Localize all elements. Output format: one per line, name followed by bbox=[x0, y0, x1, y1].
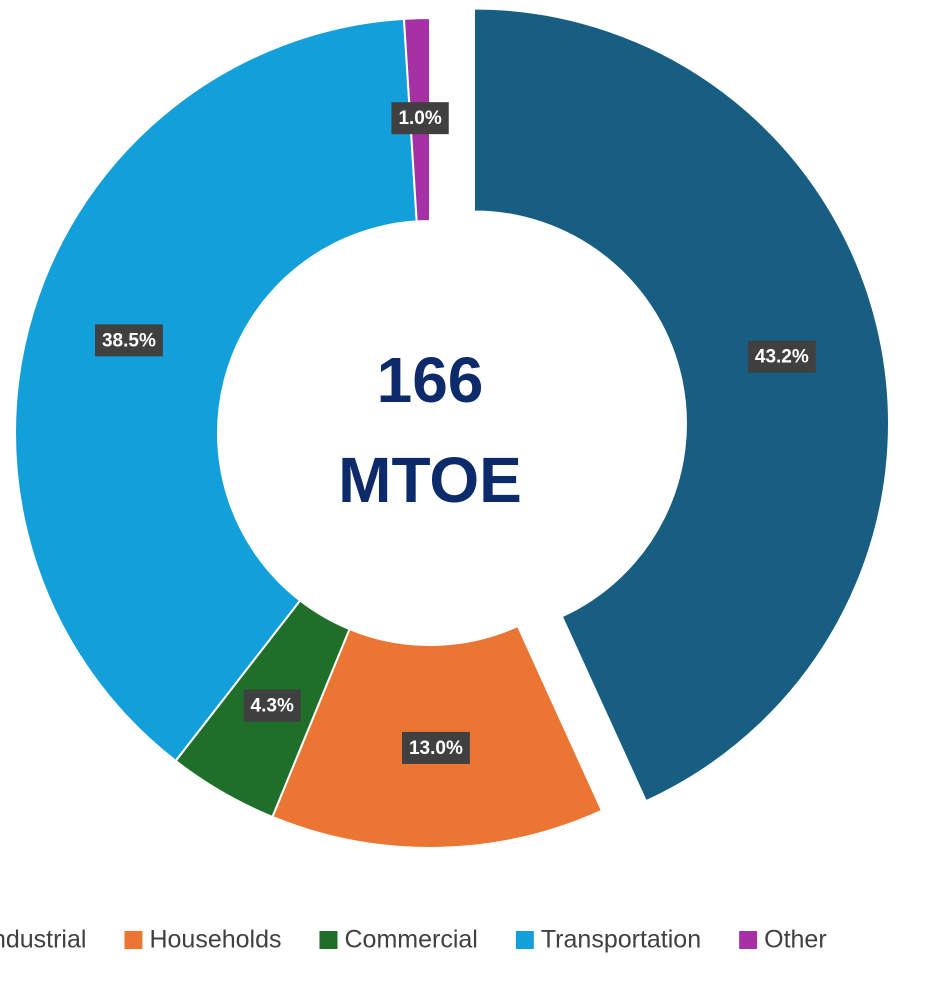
data-label-text: 4.3% bbox=[251, 696, 294, 717]
legend-swatch bbox=[124, 931, 143, 949]
data-label-box bbox=[391, 102, 449, 135]
data-label: 38.5% bbox=[94, 324, 163, 357]
center-text: MTOE bbox=[338, 444, 522, 516]
legend-swatch bbox=[515, 931, 534, 949]
legend-label: Transportation bbox=[541, 926, 701, 954]
donut-slice bbox=[14, 17, 418, 763]
legend-label: Industrial bbox=[0, 926, 86, 954]
center-text: 166 bbox=[377, 344, 484, 416]
data-label: 4.3% bbox=[243, 689, 301, 722]
data-label-box bbox=[94, 324, 163, 357]
legend-swatch bbox=[739, 931, 758, 949]
data-label: 1.0% bbox=[391, 102, 449, 135]
data-label-text: 13.0% bbox=[409, 738, 463, 759]
data-label-text: 38.5% bbox=[102, 330, 156, 351]
data-label-box bbox=[243, 689, 301, 722]
data-label-text: 43.2% bbox=[755, 347, 809, 368]
legend-label: Commercial bbox=[344, 926, 477, 954]
donut-slice bbox=[472, 7, 890, 803]
data-label: 13.0% bbox=[401, 731, 470, 764]
data-label-text: 1.0% bbox=[398, 108, 441, 129]
legend-label: Households bbox=[149, 926, 281, 954]
legend-label: Other bbox=[764, 926, 827, 954]
data-label: 43.2% bbox=[747, 340, 816, 373]
data-label-box bbox=[401, 731, 470, 764]
legend-swatch bbox=[319, 931, 338, 949]
data-label-box bbox=[747, 340, 816, 373]
